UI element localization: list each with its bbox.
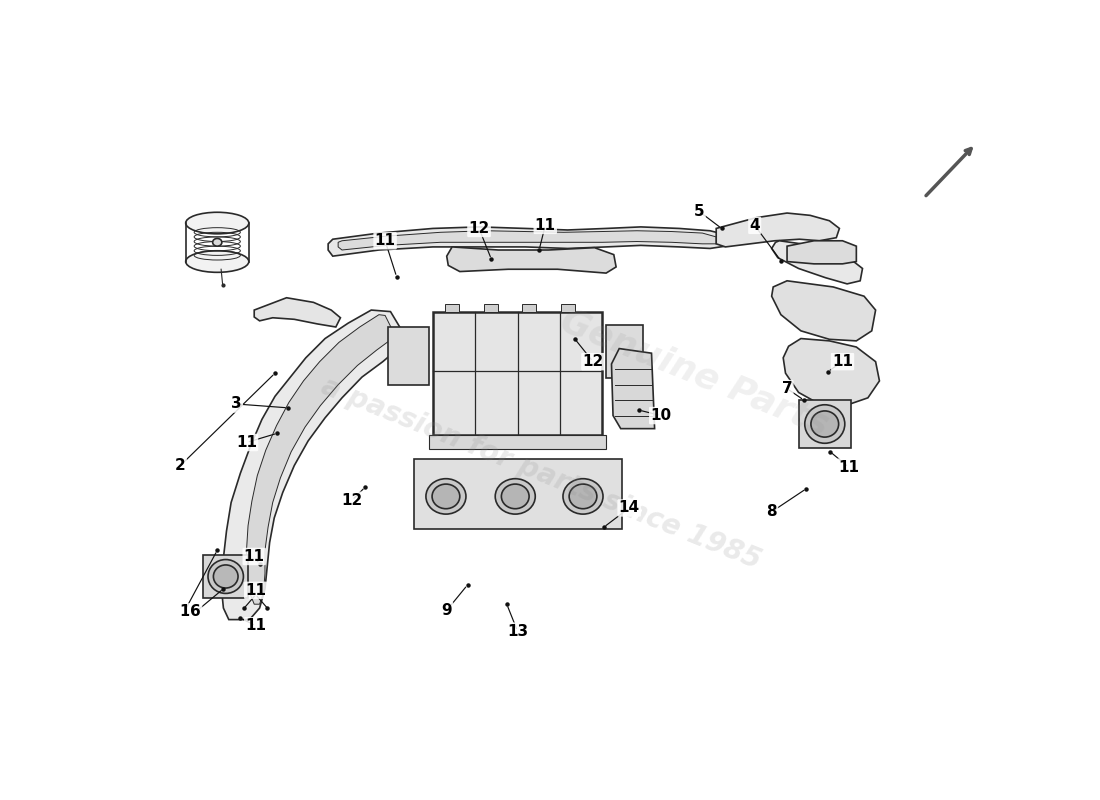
Ellipse shape [208, 559, 243, 594]
Text: 11: 11 [245, 583, 266, 598]
Text: 11: 11 [375, 234, 396, 248]
Text: 13: 13 [507, 624, 528, 638]
Text: 3: 3 [231, 397, 242, 411]
Polygon shape [254, 298, 341, 327]
Polygon shape [328, 227, 726, 256]
FancyBboxPatch shape [606, 326, 643, 378]
Polygon shape [788, 241, 856, 264]
Polygon shape [338, 230, 716, 250]
Text: 11: 11 [245, 618, 266, 634]
Polygon shape [716, 213, 839, 247]
Ellipse shape [811, 411, 838, 437]
Text: 4: 4 [749, 218, 760, 233]
FancyBboxPatch shape [561, 304, 574, 312]
Text: 10: 10 [650, 408, 671, 423]
Text: 2: 2 [175, 458, 186, 473]
Text: 6: 6 [190, 605, 201, 619]
Polygon shape [221, 310, 403, 619]
Ellipse shape [426, 478, 466, 514]
Ellipse shape [563, 478, 603, 514]
Ellipse shape [212, 238, 222, 246]
Text: 14: 14 [618, 501, 640, 515]
Text: 12: 12 [341, 493, 363, 508]
Polygon shape [612, 349, 654, 429]
FancyBboxPatch shape [484, 304, 497, 312]
FancyBboxPatch shape [204, 555, 249, 598]
FancyBboxPatch shape [414, 459, 622, 529]
Text: 8: 8 [767, 504, 777, 519]
Text: 5: 5 [694, 204, 705, 219]
FancyBboxPatch shape [522, 304, 536, 312]
Polygon shape [772, 281, 876, 341]
Polygon shape [772, 241, 862, 284]
Ellipse shape [805, 405, 845, 443]
Polygon shape [783, 338, 880, 406]
Text: 12: 12 [582, 354, 604, 369]
Text: a passion for parts since 1985: a passion for parts since 1985 [317, 372, 764, 574]
FancyBboxPatch shape [388, 327, 429, 385]
FancyBboxPatch shape [446, 304, 459, 312]
Text: 11: 11 [236, 435, 257, 450]
FancyBboxPatch shape [799, 400, 851, 448]
Ellipse shape [186, 212, 249, 234]
FancyBboxPatch shape [433, 312, 603, 435]
Ellipse shape [186, 250, 249, 272]
Text: 7: 7 [782, 381, 792, 396]
Text: 11: 11 [535, 218, 556, 233]
Ellipse shape [495, 478, 536, 514]
Text: Genuine Parts: Genuine Parts [556, 304, 834, 442]
Text: 1: 1 [179, 605, 189, 619]
Text: 9: 9 [441, 603, 452, 618]
FancyBboxPatch shape [429, 435, 606, 449]
Text: 11: 11 [244, 549, 265, 564]
Polygon shape [447, 247, 616, 273]
Ellipse shape [432, 484, 460, 509]
Text: 11: 11 [838, 460, 859, 474]
Ellipse shape [213, 565, 238, 588]
Text: 11: 11 [832, 354, 852, 369]
Ellipse shape [502, 484, 529, 509]
Polygon shape [246, 314, 393, 604]
Ellipse shape [569, 484, 597, 509]
Text: 12: 12 [469, 221, 490, 236]
